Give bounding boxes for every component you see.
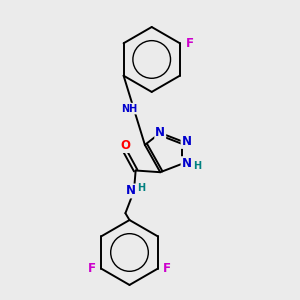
Text: N: N: [155, 126, 165, 140]
Text: F: F: [186, 37, 194, 50]
Text: F: F: [88, 262, 96, 275]
Text: NH: NH: [121, 103, 137, 114]
Text: H: H: [137, 183, 146, 193]
Text: N: N: [125, 184, 136, 197]
Text: F: F: [163, 262, 171, 275]
Text: O: O: [120, 139, 130, 152]
Text: N: N: [182, 157, 192, 170]
Text: H: H: [193, 161, 201, 171]
Text: N: N: [182, 135, 192, 148]
